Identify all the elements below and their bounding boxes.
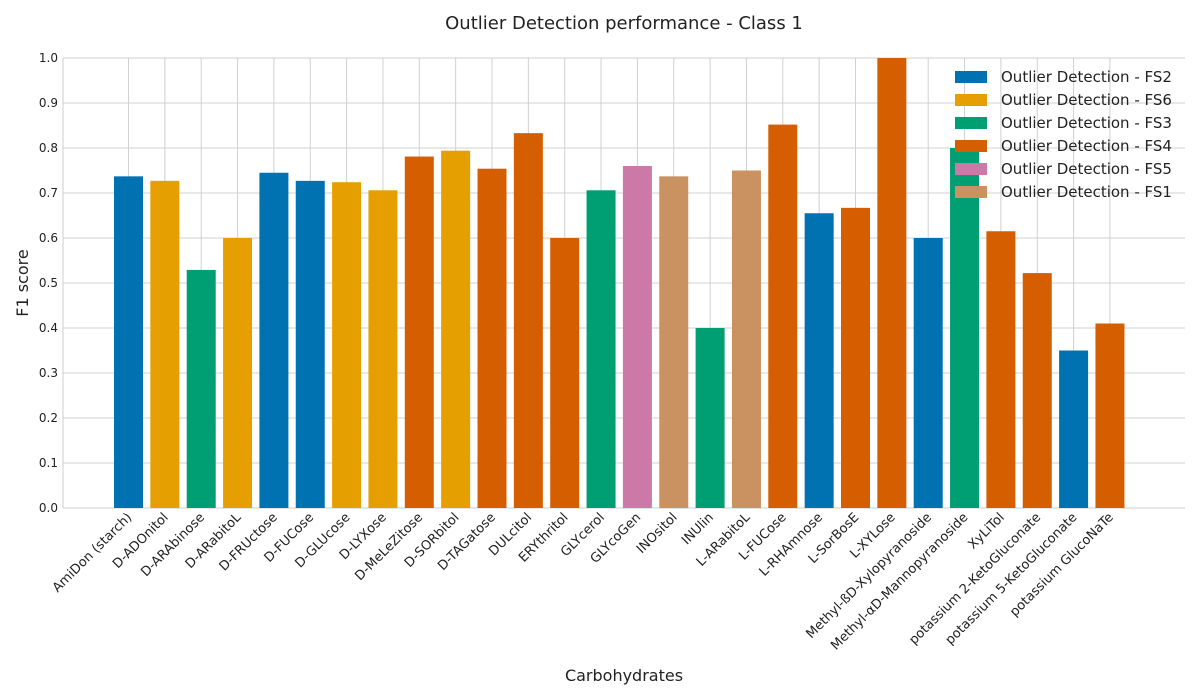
- y-tick-label: 0.4: [39, 321, 58, 335]
- y-tick-label: 0.2: [39, 411, 58, 425]
- bar: [1059, 350, 1089, 508]
- bar: [186, 269, 216, 508]
- bar: [731, 170, 761, 508]
- legend-label: Outlier Detection - FS3: [1001, 114, 1172, 132]
- legend-label: Outlier Detection - FS6: [1001, 91, 1172, 109]
- x-tick-labels: AmiDon (starch)D-ADOnitolD-ARAbinoseD-AR…: [50, 510, 1117, 654]
- bar: [404, 156, 434, 509]
- legend-swatch: [955, 163, 987, 175]
- bar: [622, 166, 652, 508]
- bar: [586, 190, 616, 509]
- y-tick-label: 0.9: [39, 96, 58, 110]
- bar: [1022, 273, 1052, 508]
- y-axis-label: F1 score: [13, 249, 32, 316]
- y-tick-label: 0.0: [39, 501, 58, 515]
- legend: Outlier Detection - FS2 Outlier Detection…: [955, 68, 1172, 201]
- legend-swatch: [955, 71, 987, 83]
- bar: [768, 124, 798, 508]
- legend-label: Outlier Detection - FS1: [1001, 183, 1172, 201]
- bar: [332, 182, 362, 508]
- y-tick-labels: 0.0 0.1 0.2 0.3 0.4 0.5 0.6 0.7 0.8 0.9 1.0: [39, 51, 58, 515]
- legend-label: Outlier Detection - FS4: [1001, 137, 1172, 155]
- bar: [659, 176, 689, 508]
- bar: [550, 238, 580, 508]
- bar: [877, 58, 907, 508]
- x-tick-label: INOsitol: [634, 510, 681, 557]
- x-axis-label: Carbohydrates: [565, 666, 683, 685]
- legend-swatch: [955, 117, 987, 129]
- legend-swatch: [955, 94, 987, 106]
- bar: [368, 190, 398, 509]
- bar: [295, 180, 325, 508]
- bar: [477, 168, 507, 508]
- bar: [114, 176, 143, 508]
- bar: [841, 207, 870, 508]
- y-tick-label: 0.5: [39, 276, 58, 290]
- x-tick-label: L-RHAmnose: [757, 510, 826, 579]
- bar: [513, 133, 543, 508]
- y-tick-label: 0.7: [39, 186, 58, 200]
- bar: [986, 231, 1016, 508]
- bar-layer: [114, 58, 1125, 509]
- y-tick-label: 0.6: [39, 231, 58, 245]
- bar: [223, 238, 253, 508]
- bar: [441, 150, 471, 508]
- y-tick-label: 0.8: [39, 141, 58, 155]
- bar: [950, 148, 980, 508]
- legend-label: Outlier Detection - FS5: [1001, 160, 1172, 178]
- legend-swatch: [955, 186, 987, 198]
- legend-label: Outlier Detection - FS2: [1001, 68, 1172, 86]
- bar: [259, 172, 289, 508]
- bar: [695, 328, 725, 508]
- y-tick-label: 0.1: [39, 456, 58, 470]
- chart-title: Outlier Detection performance - Class 1: [445, 13, 803, 34]
- legend-swatch: [955, 140, 987, 152]
- bar: [1095, 323, 1125, 508]
- y-tick-label: 0.3: [39, 366, 58, 380]
- bar: [804, 213, 834, 508]
- bar: [150, 180, 180, 508]
- y-tick-label: 1.0: [39, 51, 58, 65]
- bar: [913, 238, 943, 508]
